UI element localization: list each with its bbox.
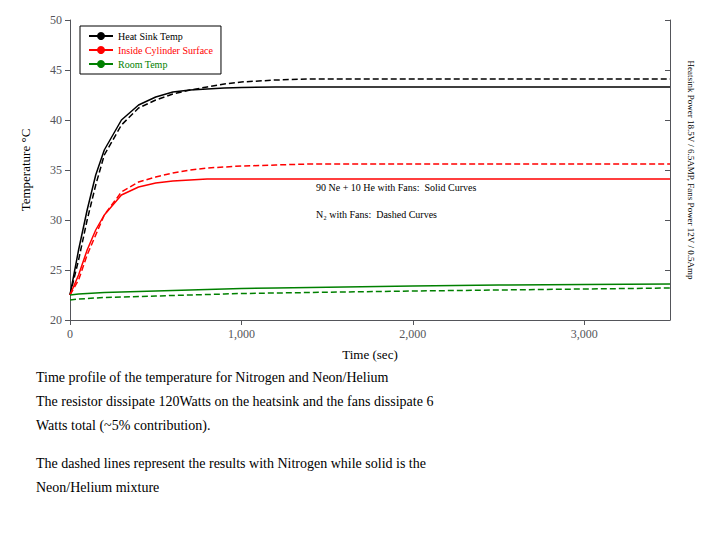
svg-text:0: 0: [67, 327, 73, 341]
svg-text:The dashed lines represent the: The dashed lines represent the results w…: [36, 456, 426, 471]
svg-text:1,000: 1,000: [228, 327, 255, 341]
svg-text:Time (sec): Time (sec): [342, 347, 398, 362]
svg-text:Neon/Helium mixture: Neon/Helium mixture: [36, 480, 159, 495]
svg-text:30: 30: [50, 213, 62, 227]
svg-text:Watts total (~5% contribution): Watts total (~5% contribution).: [36, 418, 210, 434]
svg-text:Inside Cylinder Surface: Inside Cylinder Surface: [118, 45, 214, 56]
svg-text:Heatsink Power 18.5V / 6.5AMP,: Heatsink Power 18.5V / 6.5AMP, Fans Powe…: [686, 61, 696, 280]
svg-text:40: 40: [50, 113, 62, 127]
svg-text:25: 25: [50, 263, 62, 277]
svg-text:Time profile of the temperatur: Time profile of the temperature for Nitr…: [36, 370, 389, 385]
svg-text:35: 35: [50, 163, 62, 177]
svg-text:Heat Sink Temp: Heat Sink Temp: [118, 31, 183, 42]
svg-text:20: 20: [50, 313, 62, 327]
svg-text:2,000: 2,000: [399, 327, 426, 341]
svg-text:Temperature °C: Temperature °C: [18, 129, 33, 212]
svg-text:90 Ne + 10 He with Fans: Soli: 90 Ne + 10 He with Fans: Solid Curves: [316, 182, 476, 193]
svg-text:N₂ with Fans: Dashed Curves: N₂ with Fans: Dashed Curves: [316, 209, 437, 220]
svg-text:50: 50: [50, 13, 62, 27]
svg-text:45: 45: [50, 63, 62, 77]
svg-text:Room Temp: Room Temp: [118, 59, 167, 70]
svg-text:The resistor dissipate 120Watt: The resistor dissipate 120Watts on the h…: [36, 394, 433, 409]
svg-text:3,000: 3,000: [571, 327, 598, 341]
